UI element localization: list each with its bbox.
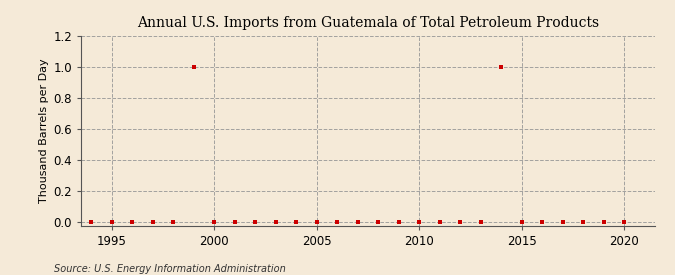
Title: Annual U.S. Imports from Guatemala of Total Petroleum Products: Annual U.S. Imports from Guatemala of To… bbox=[137, 16, 599, 31]
Point bbox=[168, 220, 179, 225]
Point bbox=[557, 220, 568, 225]
Point bbox=[331, 220, 342, 225]
Point bbox=[414, 220, 425, 225]
Point bbox=[127, 220, 138, 225]
Point bbox=[250, 220, 261, 225]
Point bbox=[516, 220, 527, 225]
Point bbox=[434, 220, 445, 225]
Point bbox=[209, 220, 219, 225]
Point bbox=[455, 220, 466, 225]
Point bbox=[352, 220, 363, 225]
Point bbox=[311, 220, 322, 225]
Point bbox=[291, 220, 302, 225]
Point bbox=[598, 220, 609, 225]
Point bbox=[475, 220, 486, 225]
Y-axis label: Thousand Barrels per Day: Thousand Barrels per Day bbox=[39, 58, 49, 203]
Point bbox=[147, 220, 158, 225]
Point bbox=[270, 220, 281, 225]
Point bbox=[230, 220, 240, 225]
Text: Source: U.S. Energy Information Administration: Source: U.S. Energy Information Administ… bbox=[54, 264, 286, 274]
Point bbox=[495, 65, 506, 69]
Point bbox=[188, 65, 199, 69]
Point bbox=[537, 220, 547, 225]
Point bbox=[578, 220, 589, 225]
Point bbox=[618, 220, 629, 225]
Point bbox=[107, 220, 117, 225]
Point bbox=[373, 220, 383, 225]
Point bbox=[394, 220, 404, 225]
Point bbox=[86, 220, 97, 225]
